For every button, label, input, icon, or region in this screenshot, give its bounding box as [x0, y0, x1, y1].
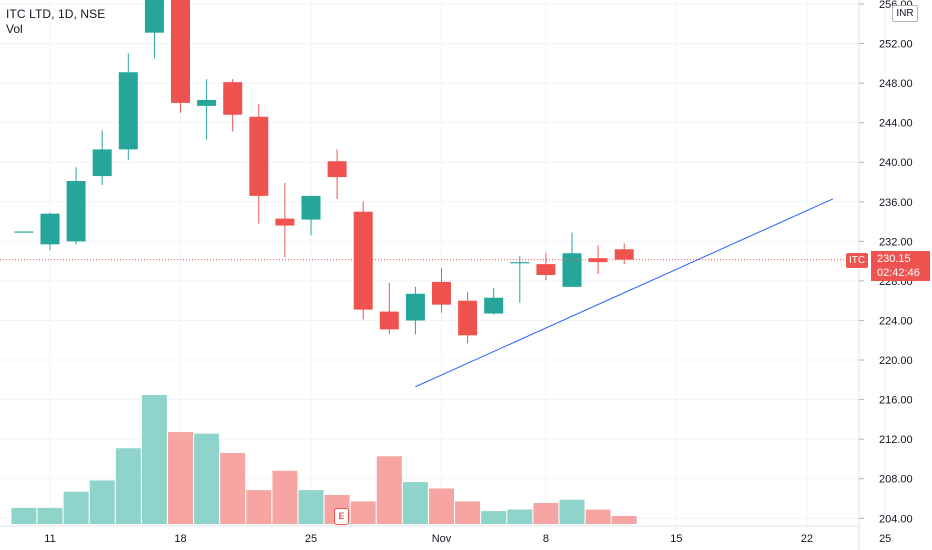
volume-bar	[246, 490, 272, 524]
time-tick-label: 25	[305, 533, 317, 545]
candle-body	[171, 0, 190, 103]
candlesticks	[14, 0, 634, 344]
candle-body	[275, 218, 295, 226]
time-tick-label: 11	[44, 533, 55, 545]
volume-bar	[455, 501, 481, 524]
volume-bar	[63, 491, 89, 524]
price-tick-label: 244.00	[879, 118, 913, 130]
currency-button[interactable]: INR	[892, 5, 918, 22]
candle-body	[484, 297, 504, 314]
candle-body	[14, 231, 34, 233]
time-tick-label: Nov	[432, 533, 452, 545]
volume-bar	[611, 515, 637, 524]
volume-bar	[115, 448, 141, 524]
candle-body	[562, 253, 582, 287]
price-tick-label: 232.00	[879, 236, 913, 248]
price-tick-label: 212.00	[879, 434, 913, 446]
chart-grid	[0, 0, 886, 526]
candle-body	[66, 181, 86, 242]
price-tick-label: 220.00	[879, 355, 913, 367]
trendline[interactable]	[415, 198, 834, 388]
candle-body	[614, 249, 634, 260]
time-tick-label: 8	[543, 533, 549, 545]
price-tick-label: 248.00	[879, 78, 913, 90]
candle-body	[223, 82, 243, 115]
volume-label[interactable]: Vol	[6, 22, 23, 36]
volume-bars	[11, 395, 637, 524]
price-tick-label: 204.00	[879, 513, 913, 525]
price-tick-label: 236.00	[879, 197, 913, 209]
volume-bar	[585, 509, 611, 524]
volume-bar	[533, 503, 559, 524]
volume-bar	[298, 490, 324, 524]
candle-body	[353, 211, 373, 310]
bar-countdown: 02:42:46	[877, 267, 920, 279]
candle-body	[301, 195, 321, 220]
candle-body	[432, 281, 451, 305]
volume-bar	[350, 501, 376, 524]
candle-body	[118, 72, 138, 150]
volume-bar	[376, 456, 402, 524]
earnings-icon[interactable]: E	[334, 508, 349, 525]
symbol-title[interactable]: ITC LTD, 1D, NSE	[6, 7, 106, 21]
volume-bar	[11, 507, 37, 524]
volume-bar	[89, 480, 115, 524]
volume-bar	[559, 499, 585, 524]
volume-bar	[272, 470, 298, 524]
volume-bar	[194, 433, 220, 524]
time-tick-label: 25	[879, 533, 891, 545]
time-tick-label: 18	[174, 533, 186, 545]
chart-legend: ITC LTD, 1D, NSE Vol	[6, 7, 105, 37]
volume-bar	[141, 395, 167, 524]
volume-bar	[37, 507, 63, 524]
last-price-value: 230.15	[877, 253, 911, 265]
candle-body	[510, 262, 530, 264]
candle-body	[249, 116, 269, 196]
price-tick-label: 224.00	[879, 315, 913, 327]
candle-body	[458, 300, 478, 336]
candle-body	[379, 311, 399, 330]
time-tick-label: 22	[801, 533, 813, 545]
candle-body	[197, 99, 217, 106]
last-price-label: 230.15 02:42:46	[871, 251, 930, 281]
candle-body	[144, 0, 164, 33]
time-tick-label: 15	[670, 533, 682, 545]
volume-bar	[429, 488, 454, 524]
symbol-tag: ITC	[846, 253, 869, 268]
candle-body	[588, 258, 608, 263]
volume-bar	[168, 432, 193, 524]
price-tick-label: 240.00	[879, 157, 913, 169]
candle-body	[92, 149, 112, 177]
candle-body	[327, 161, 347, 178]
price-tick-label: 216.00	[879, 395, 913, 407]
price-tick-label: 208.00	[879, 474, 913, 486]
volume-bar	[507, 509, 533, 524]
candle-body	[536, 264, 556, 275]
volume-bar	[481, 511, 507, 524]
candle-body	[405, 293, 425, 321]
time-axis[interactable]: 11 18 25 Nov 8 15 22 25	[44, 533, 891, 545]
volume-bar	[220, 453, 246, 524]
price-tick-label: 252.00	[879, 39, 913, 51]
volume-bar	[402, 482, 428, 524]
candle-body	[40, 213, 60, 245]
